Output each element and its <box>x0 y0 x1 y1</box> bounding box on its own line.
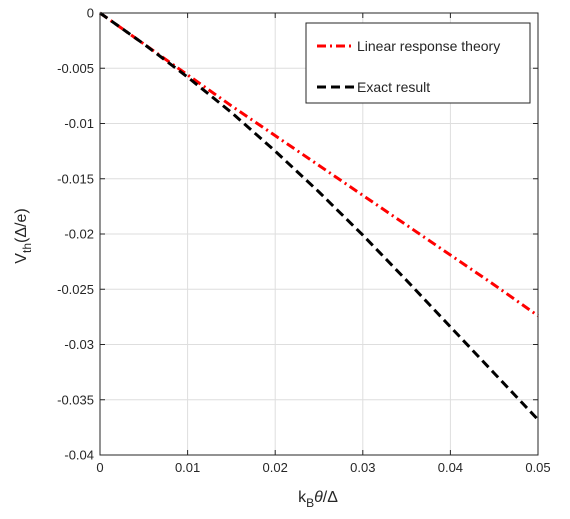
legend-label-exact-result: Exact result <box>357 79 430 95</box>
y-tick-label: -0.03 <box>64 337 94 352</box>
x-axis-label: kBθ/Δ <box>298 489 338 510</box>
y-tick-label: -0.015 <box>57 171 94 186</box>
series-line-exact-result <box>99 11 540 421</box>
series-lines <box>99 11 540 421</box>
y-tick-label: -0.025 <box>57 282 94 297</box>
legend-label-linear-response: Linear response theory <box>357 38 500 54</box>
y-tick-label: 0 <box>87 6 94 21</box>
plot-area-frame <box>99 12 539 456</box>
y-tick-label: -0.035 <box>57 392 94 407</box>
y-tick-label: -0.02 <box>64 227 94 242</box>
y-axis-label: Vth(Δ/e) <box>13 208 34 263</box>
y-tick-label: -0.005 <box>57 61 94 76</box>
x-tick-label: 0 <box>96 460 103 475</box>
x-tick-labels: 0 0.01 0.02 0.03 0.04 0.05 <box>96 460 550 475</box>
x-tick-label: 0.01 <box>175 460 200 475</box>
x-tick-label: 0.05 <box>525 460 550 475</box>
y-tick-label: -0.01 <box>64 116 94 131</box>
y-tick-label: -0.04 <box>64 448 94 463</box>
legend: Linear response theory Exact result <box>305 22 531 104</box>
x-tick-label: 0.04 <box>438 460 463 475</box>
x-tick-label: 0.02 <box>263 460 288 475</box>
legend-box <box>305 22 531 104</box>
x-tick-label: 0.03 <box>350 460 375 475</box>
y-tick-labels: 0 -0.005 -0.01 -0.015 -0.02 -0.025 -0.03 -0.035… <box>57 6 94 463</box>
